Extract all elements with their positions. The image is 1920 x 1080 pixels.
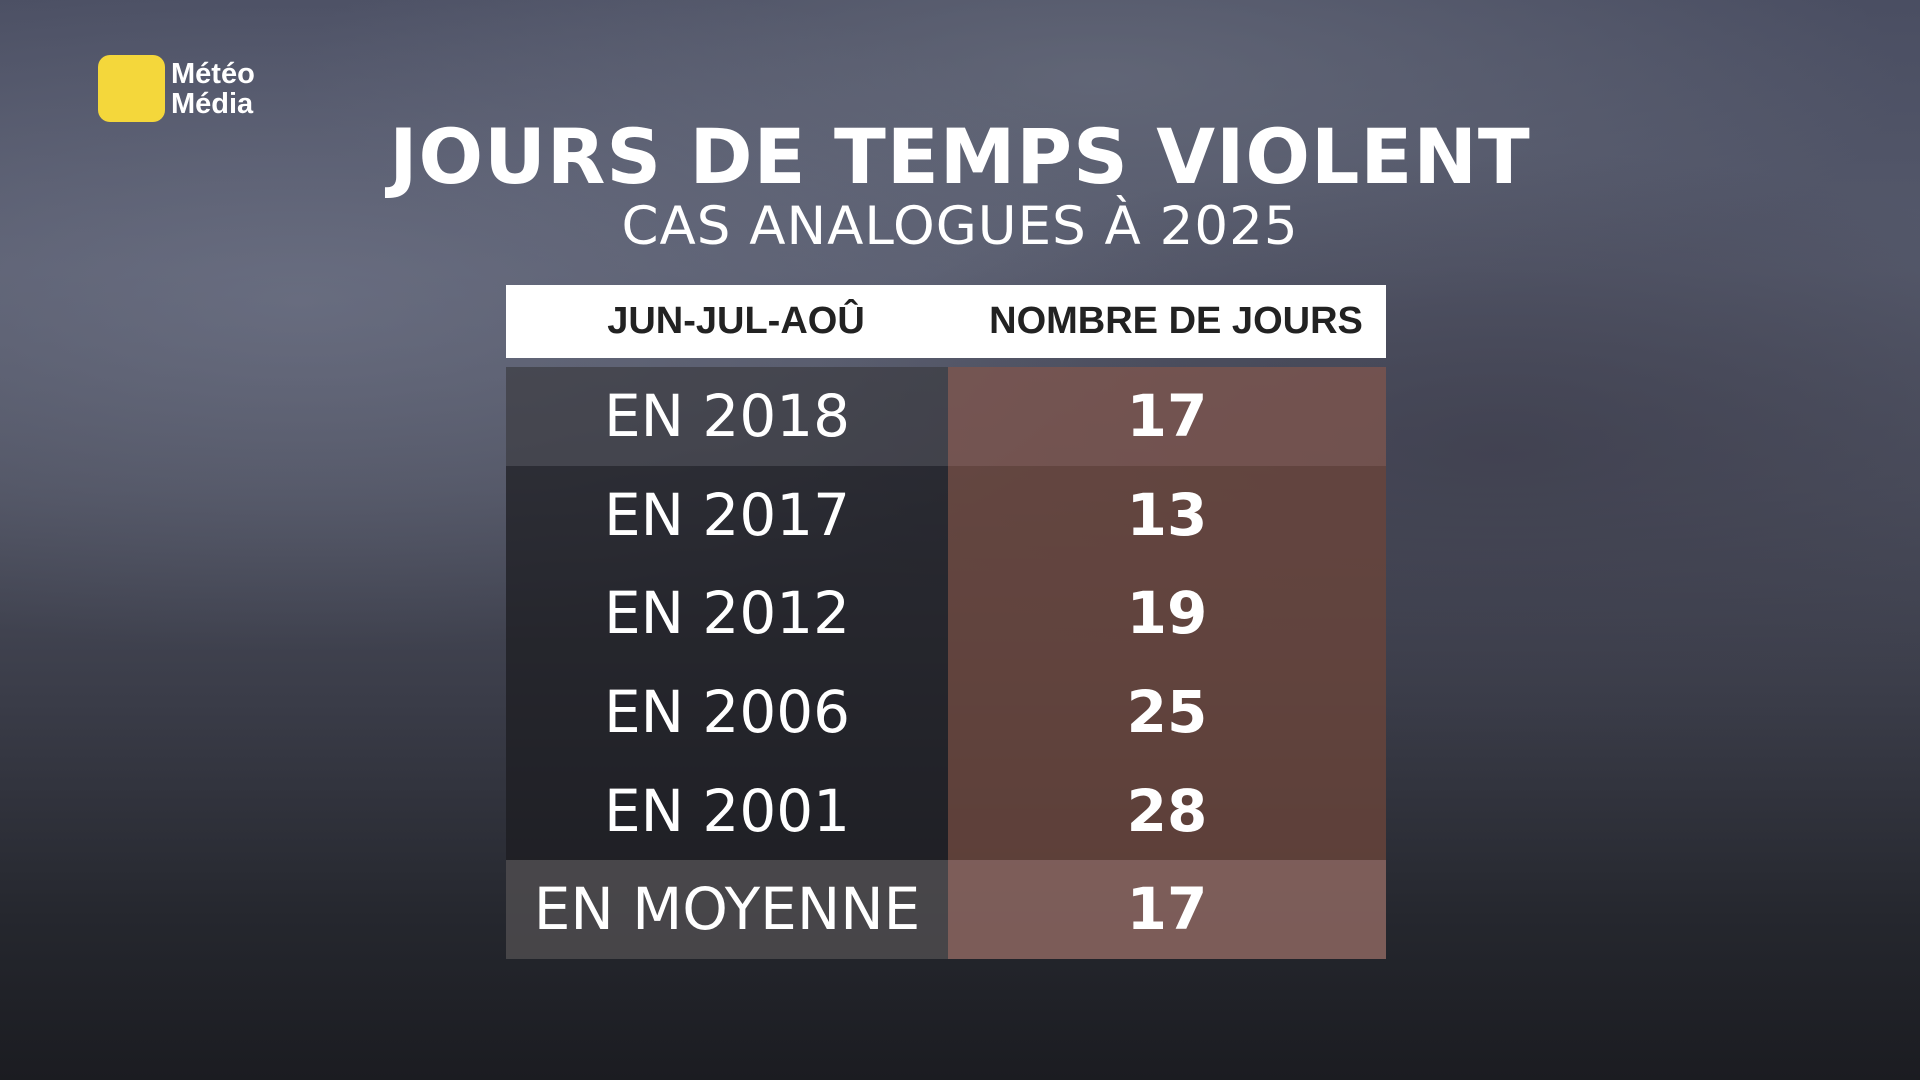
year-cell: EN 2012 xyxy=(506,564,948,663)
logo: Météo Média xyxy=(98,55,255,122)
year-cell: EN MOYENNE xyxy=(506,859,948,959)
table-row: EN MOYENNE 17 xyxy=(506,859,1386,959)
days-cell: 19 xyxy=(948,564,1386,663)
days-cell: 17 xyxy=(948,859,1386,959)
logo-mark xyxy=(98,55,165,122)
column-header: NOMBRE DE JOURS xyxy=(989,300,1363,342)
table-header: JUN-JUL-AOÛ NOMBRE DE JOURS xyxy=(506,285,1386,358)
table-row: EN 2017 13 xyxy=(506,465,1386,565)
table: JUN-JUL-AOÛ NOMBRE DE JOURS EN 2018 17 EN … xyxy=(506,285,1386,959)
year-cell: EN 2017 xyxy=(506,465,948,565)
year-cell: EN 2006 xyxy=(506,662,948,762)
column-header: JUN-JUL-AOÛ xyxy=(607,300,865,342)
table-row: EN 2018 17 xyxy=(506,367,1386,466)
subtitle: CAS ANALOGUES À 2025 xyxy=(621,196,1299,257)
title: JOURS DE TEMPS VIOLENT xyxy=(389,112,1531,201)
year-cell: EN 2001 xyxy=(506,761,948,860)
table-row: EN 2006 25 xyxy=(506,662,1386,762)
days-cell: 28 xyxy=(948,761,1386,860)
table-row: EN 2012 19 xyxy=(506,564,1386,663)
logo-line: Météo xyxy=(171,57,255,90)
days-cell: 13 xyxy=(948,465,1386,565)
year-cell: EN 2018 xyxy=(506,367,948,466)
logo-line: Média xyxy=(171,87,254,120)
logo-text: Météo Média xyxy=(171,59,255,119)
table-row: EN 2001 28 xyxy=(506,761,1386,860)
days-cell: 17 xyxy=(948,367,1386,466)
days-cell: 25 xyxy=(948,662,1386,762)
